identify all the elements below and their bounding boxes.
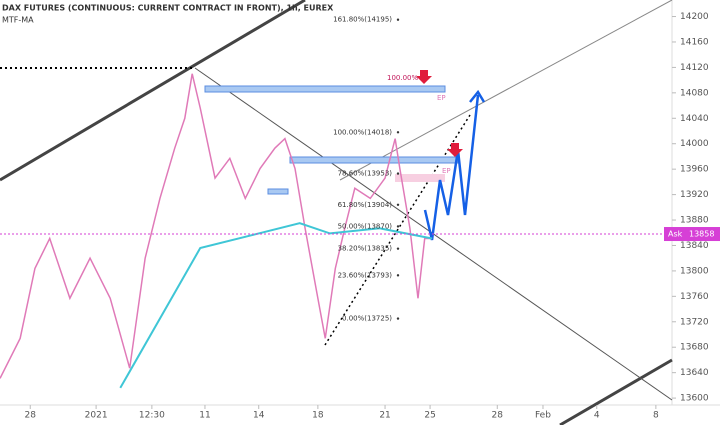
x-tick-label: 28 — [25, 411, 37, 421]
channel-line — [339, 0, 673, 181]
target-label: 100.00% — [387, 74, 418, 82]
fib-marker — [396, 225, 400, 228]
y-tick-label: 13720 — [680, 317, 709, 327]
y-tick-label: 13760 — [680, 292, 709, 302]
y-tick-label: 13680 — [680, 343, 709, 353]
y-tick-label: 13880 — [680, 216, 709, 226]
chart-title: DAX FUTURES (CONTINUOUS: CURRENT CONTRAC… — [2, 4, 334, 13]
zone-box — [289, 156, 459, 164]
y-tick-label: 13800 — [680, 266, 709, 276]
down-arrow — [447, 143, 463, 157]
x-tick-label: 8 — [653, 411, 659, 421]
x-tick-label: 12:30 — [139, 411, 165, 421]
x-tick-label: 18 — [312, 411, 324, 421]
entry-label: EP — [442, 167, 451, 175]
fib-label: 161.80%(14195) — [333, 16, 392, 24]
series-line — [119, 222, 433, 389]
trend-line — [0, 0, 306, 182]
x-tick-label: 28 — [492, 411, 504, 421]
y-tick-label: 14040 — [680, 114, 709, 124]
fib-marker — [396, 274, 400, 277]
chart-subtitle: MTF-MA — [2, 16, 34, 25]
y-tick-label: 13920 — [680, 190, 709, 200]
fib-label: 0.00%(13725) — [342, 315, 392, 323]
fib-label: 78.60%(13953) — [338, 170, 393, 178]
y-tick-label: 14160 — [680, 37, 709, 47]
fib-marker — [396, 203, 400, 206]
x-tick-label: 25 — [424, 411, 435, 421]
fib-marker — [396, 131, 400, 134]
series-line — [0, 73, 433, 379]
fib-marker — [396, 247, 400, 250]
ask-box — [664, 227, 720, 242]
x-tick-label: 2021 — [85, 411, 108, 421]
zone-box — [267, 188, 289, 195]
y-tick-label: 14080 — [680, 88, 709, 98]
y-tick-label: 14000 — [680, 139, 709, 149]
x-tick-label: 14 — [253, 411, 265, 421]
y-tick-label: 13960 — [680, 165, 709, 175]
fib-label: 38.20%(13835) — [338, 245, 393, 253]
zone-box — [395, 174, 445, 182]
fib-marker — [396, 18, 400, 21]
ask-label: Ask — [668, 230, 683, 239]
entry-label: EP — [437, 94, 446, 102]
fib-marker — [396, 172, 400, 175]
fib-label: 23.60%(13793) — [338, 271, 393, 279]
fib-line — [324, 114, 471, 346]
projection-arrow — [423, 94, 480, 241]
x-tick-label: Feb — [535, 411, 551, 421]
x-tick-label: 4 — [594, 411, 600, 421]
trend-line — [559, 358, 673, 425]
fib-label: 100.00%(14018) — [333, 128, 392, 136]
y-tick-label: 13840 — [680, 241, 709, 251]
y-tick-label: 14120 — [680, 63, 709, 73]
arrow-head — [469, 89, 486, 103]
y-tick-label: 13600 — [680, 394, 709, 404]
zone-box — [204, 85, 446, 93]
fib-label: 61.80%(13904) — [338, 201, 393, 209]
fib-label: 50.00%(13870) — [338, 222, 393, 230]
x-tick-label: 21 — [379, 411, 390, 421]
down-arrow — [416, 70, 432, 84]
y-tick-label: 14200 — [680, 12, 709, 22]
x-tick-label: 11 — [199, 411, 210, 421]
y-tick-label: 13640 — [680, 368, 709, 378]
ask-price: 13858 — [689, 230, 714, 239]
fib-marker — [396, 317, 400, 320]
